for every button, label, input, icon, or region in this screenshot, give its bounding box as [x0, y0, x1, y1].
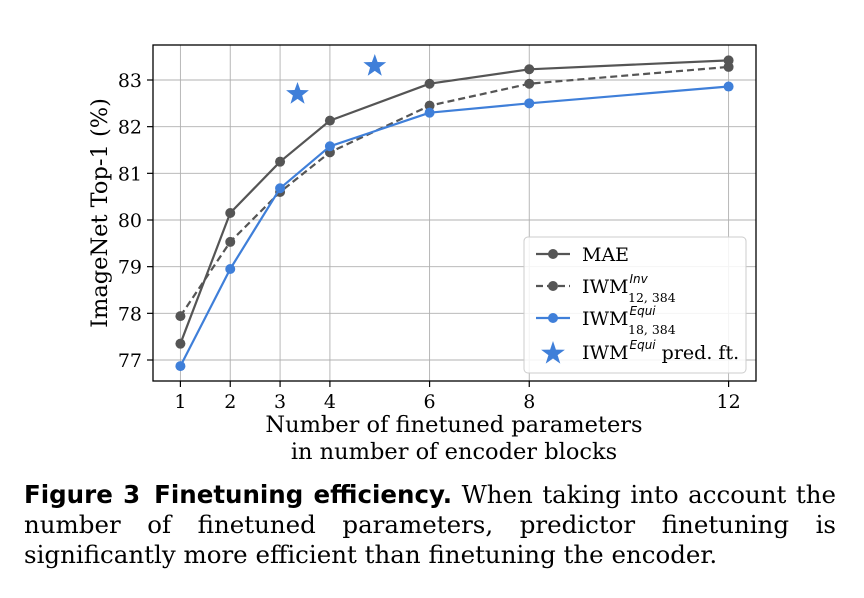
- y-tick-label: 78: [118, 303, 142, 325]
- data-point: [225, 264, 236, 274]
- x-tick-label: 12: [716, 391, 740, 413]
- y-tick-label: 81: [118, 163, 142, 185]
- data-point: [225, 208, 236, 218]
- x-tick-label: 2: [224, 391, 236, 413]
- legend-label-iwm-equi-sup: Equi: [630, 304, 657, 318]
- y-tick-label: 80: [118, 210, 142, 232]
- star-point: [286, 82, 309, 104]
- legend-label-iwm-equi-sub: 18, 384: [628, 322, 676, 337]
- legend-label-iwm-equi: IWMEqui 18, 384: [582, 304, 676, 337]
- legend: MAE IWMInv 12, 384 IWMEqui 18, 384 IWMEqui…: [523, 236, 747, 374]
- x-tick-label: 8: [523, 391, 535, 413]
- y-tick-label: 83: [118, 70, 142, 92]
- series-2: [175, 81, 734, 372]
- legend-label-iwm-equi-base: IWM: [582, 308, 629, 330]
- data-point: [524, 64, 535, 75]
- data-point: [175, 311, 186, 322]
- legend-item-iwm-inv: IWMInv 12, 384: [536, 272, 676, 305]
- data-point: [424, 100, 435, 111]
- data-point: [723, 61, 734, 72]
- data-point: [723, 81, 734, 92]
- data-point: [175, 338, 186, 349]
- legend-label-pred-rest: pred. ft.: [656, 342, 739, 364]
- legend-label-mae: MAE: [582, 244, 629, 266]
- legend-label-iwm-pred-ft: IWMEqui pred. ft.: [582, 338, 739, 364]
- legend-label-iwm-inv-sub: 12, 384: [628, 290, 676, 305]
- legend-label-iwm-inv-sup: Inv: [630, 272, 649, 286]
- x-tick-label: 4: [324, 391, 336, 413]
- legend-item-iwm-pred-ft: IWMEqui pred. ft.: [541, 338, 739, 364]
- series: [175, 54, 734, 372]
- y-tick-label: 79: [118, 257, 142, 279]
- legend-label-iwm-inv: IWMInv 12, 384: [582, 272, 676, 305]
- caption-text: When taking into account the number of f…: [24, 480, 837, 569]
- data-point: [275, 156, 286, 167]
- y-tick-label: 77: [118, 350, 142, 372]
- star-point: [363, 54, 387, 76]
- data-point: [225, 236, 236, 247]
- legend-box: [523, 236, 747, 374]
- y-axis-label: ImageNet Top-1 (%): [87, 98, 113, 328]
- x-axis-label-line2: in number of encoder blocks: [291, 439, 617, 465]
- legend-marker-iwm-inv: [548, 281, 558, 291]
- data-point: [324, 141, 335, 152]
- legend-item-iwm-equi: IWMEqui 18, 384: [536, 304, 676, 337]
- data-point: [424, 107, 435, 118]
- y-tick-label: 82: [118, 117, 142, 139]
- x-tick-label: 1: [174, 391, 186, 413]
- legend-marker-mae: [548, 249, 558, 259]
- data-point: [324, 115, 335, 126]
- figure-caption: Figure 3 Finetuning efficiency. When taki…: [24, 480, 836, 570]
- data-point: [275, 183, 286, 194]
- x-tick-label: 6: [424, 391, 436, 413]
- legend-marker-star: [541, 341, 565, 364]
- legend-label-pred-base: IWM: [582, 342, 629, 364]
- data-point: [175, 361, 186, 372]
- caption-title: Finetuning efficiency.: [154, 480, 453, 509]
- legend-item-mae: MAE: [536, 244, 629, 266]
- x-tick-label: 3: [274, 391, 286, 413]
- legend-label-iwm-inv-base: IWM: [582, 276, 629, 298]
- caption-label: Figure 3: [24, 480, 141, 509]
- data-point: [524, 98, 535, 109]
- legend-marker-iwm-equi: [548, 313, 558, 323]
- x-axis-label-line1: Number of finetuned parameters: [265, 412, 642, 438]
- data-point: [424, 78, 435, 89]
- series-3: [286, 54, 387, 104]
- plot-frame: [152, 44, 757, 382]
- data-point: [524, 78, 535, 89]
- legend-label-pred-sup: Equi: [630, 338, 657, 352]
